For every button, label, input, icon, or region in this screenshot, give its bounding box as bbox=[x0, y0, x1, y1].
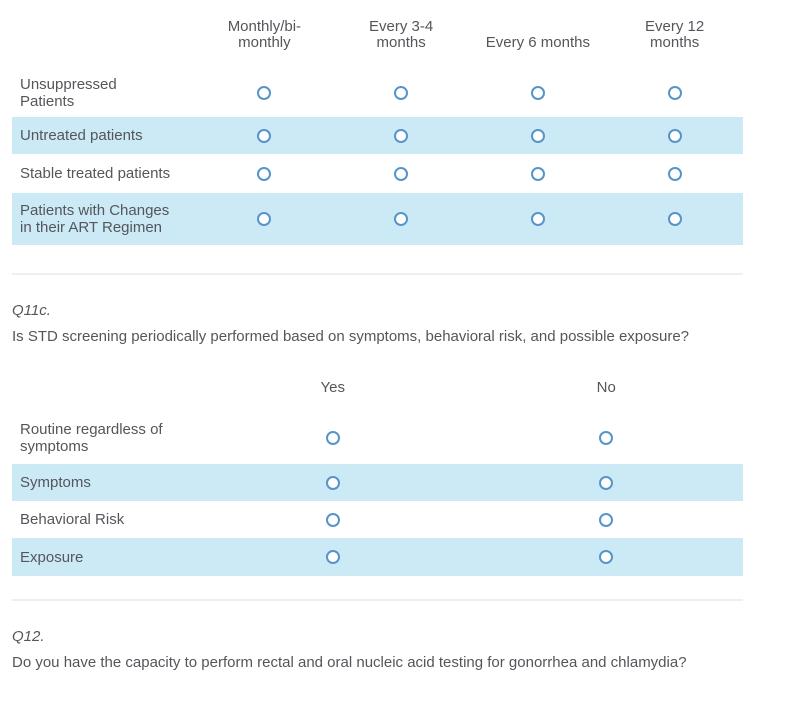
row-label: Patients with Changes in their ART Regim… bbox=[20, 202, 170, 236]
row-label: Stable treated patients bbox=[20, 165, 171, 182]
row-unsuppressed-patients: Unsuppressed Patients bbox=[12, 69, 743, 117]
radio-unsuppressed-every-3-4-months[interactable] bbox=[394, 86, 409, 100]
radio-routine-regardless-no[interactable] bbox=[599, 431, 614, 445]
radio-unsuppressed-every-12-months[interactable] bbox=[667, 86, 682, 100]
radio-behavioral-risk-yes[interactable] bbox=[325, 512, 340, 527]
radio-unsuppressed-every-6-months[interactable] bbox=[530, 86, 545, 100]
question-text: Do you have the capacity to perform rect… bbox=[12, 654, 687, 671]
radio-art-changes-every-12-months[interactable] bbox=[667, 212, 682, 226]
row-symptoms: Symptoms bbox=[12, 464, 743, 501]
row-label: Symptoms bbox=[20, 474, 91, 491]
question-q12: Q12. Do you have the capacity to perform… bbox=[12, 627, 743, 673]
survey-page: Monthly/bi- monthly Every 3-4 months Eve… bbox=[12, 19, 743, 673]
radio-stable-treated-every-3-4-months[interactable] bbox=[394, 166, 409, 181]
row-label: Untreated patients bbox=[20, 127, 143, 144]
radio-untreated-monthly-bi-monthly[interactable] bbox=[257, 128, 272, 143]
row-stable-treated-patients: Stable treated patients bbox=[12, 154, 743, 193]
column-header-monthly-bi-monthly: Monthly/bi- monthly bbox=[227, 18, 302, 51]
question-number: Q11c. bbox=[12, 302, 51, 319]
column-header-every-6-months: Every 6 months bbox=[485, 34, 590, 51]
radio-untreated-every-6-months[interactable] bbox=[530, 128, 545, 143]
section-divider bbox=[12, 599, 743, 601]
question-text: Is STD screening periodically performed … bbox=[12, 328, 689, 345]
row-label: Routine regardless of symptoms bbox=[20, 421, 163, 455]
radio-exposure-yes[interactable] bbox=[325, 550, 340, 564]
radio-untreated-every-3-4-months[interactable] bbox=[394, 128, 409, 143]
radio-exposure-no[interactable] bbox=[599, 550, 614, 564]
row-label: Unsuppressed Patients bbox=[20, 76, 117, 110]
column-header-no: No bbox=[596, 379, 616, 396]
radio-art-changes-every-6-months[interactable] bbox=[530, 212, 545, 226]
column-header-every-12-months: Every 12 months bbox=[645, 18, 705, 51]
radio-symptoms-yes[interactable] bbox=[325, 475, 340, 490]
std-screening-matrix-header: Yes No bbox=[12, 380, 743, 396]
row-art-regimen-changes: Patients with Changes in their ART Regim… bbox=[12, 193, 743, 245]
radio-behavioral-risk-no[interactable] bbox=[599, 512, 614, 527]
radio-stable-treated-every-6-months[interactable] bbox=[530, 166, 545, 181]
row-routine-regardless: Routine regardless of symptoms bbox=[12, 412, 743, 464]
question-number: Q12. bbox=[12, 628, 45, 645]
radio-routine-regardless-yes[interactable] bbox=[325, 431, 340, 445]
row-behavioral-risk: Behavioral Risk bbox=[12, 501, 743, 538]
section-divider bbox=[12, 273, 743, 275]
std-screening-matrix-table: Yes No Routine regardless of symptoms Sy… bbox=[12, 380, 743, 576]
radio-stable-treated-every-12-months[interactable] bbox=[667, 166, 682, 181]
row-untreated-patients: Untreated patients bbox=[12, 117, 743, 154]
column-header-yes: Yes bbox=[320, 379, 345, 396]
row-label: Behavioral Risk bbox=[20, 511, 125, 528]
radio-art-changes-every-3-4-months[interactable] bbox=[394, 212, 409, 226]
radio-art-changes-monthly-bi-monthly[interactable] bbox=[257, 212, 272, 226]
question-q11c: Q11c. Is STD screening periodically perf… bbox=[12, 301, 743, 347]
row-label: Exposure bbox=[20, 548, 84, 566]
radio-stable-treated-monthly-bi-monthly[interactable] bbox=[257, 166, 272, 181]
frequency-matrix-table: Monthly/bi- monthly Every 3-4 months Eve… bbox=[12, 19, 743, 245]
radio-unsuppressed-monthly-bi-monthly[interactable] bbox=[257, 86, 272, 100]
radio-untreated-every-12-months[interactable] bbox=[667, 128, 682, 143]
column-header-every-3-4-months: Every 3-4 months bbox=[369, 18, 434, 51]
row-exposure: Exposure bbox=[12, 538, 743, 576]
frequency-matrix-header: Monthly/bi- monthly Every 3-4 months Eve… bbox=[12, 19, 743, 51]
radio-symptoms-no[interactable] bbox=[599, 475, 614, 490]
